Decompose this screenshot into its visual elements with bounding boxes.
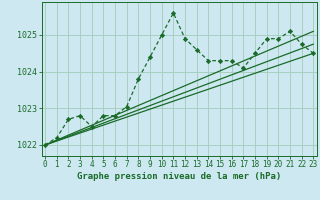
X-axis label: Graphe pression niveau de la mer (hPa): Graphe pression niveau de la mer (hPa) (77, 172, 281, 181)
